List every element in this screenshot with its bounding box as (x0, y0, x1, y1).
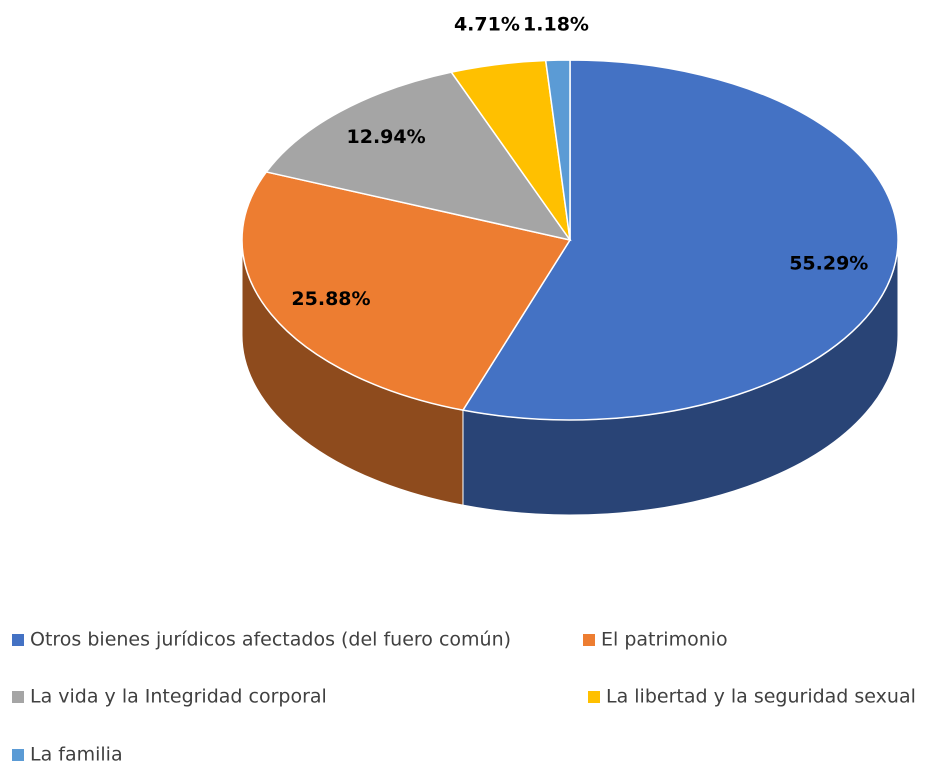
legend-label: La vida y la Integridad corporal (30, 686, 327, 708)
data-label: 25.88% (291, 288, 370, 310)
slice (241, 171, 572, 411)
legend-swatch (12, 634, 24, 646)
legend-label: La familia (30, 744, 123, 766)
data-label: 1.18% (523, 14, 589, 36)
legend-swatch (12, 691, 24, 703)
slice (461, 59, 899, 421)
legend-swatch (12, 749, 24, 761)
legend-label: El patrimonio (601, 629, 728, 651)
legend-label: La libertad y la seguridad sexual (606, 686, 916, 708)
slice (544, 59, 571, 241)
data-label: 55.29% (789, 252, 868, 274)
data-label: 4.71% (454, 14, 520, 36)
data-label: 12.94% (347, 126, 426, 148)
legend-swatch (588, 691, 600, 703)
slice (265, 71, 572, 242)
legend-label: Otros bienes jurídicos afectados (del fu… (30, 629, 511, 651)
legend-swatch (583, 634, 595, 646)
